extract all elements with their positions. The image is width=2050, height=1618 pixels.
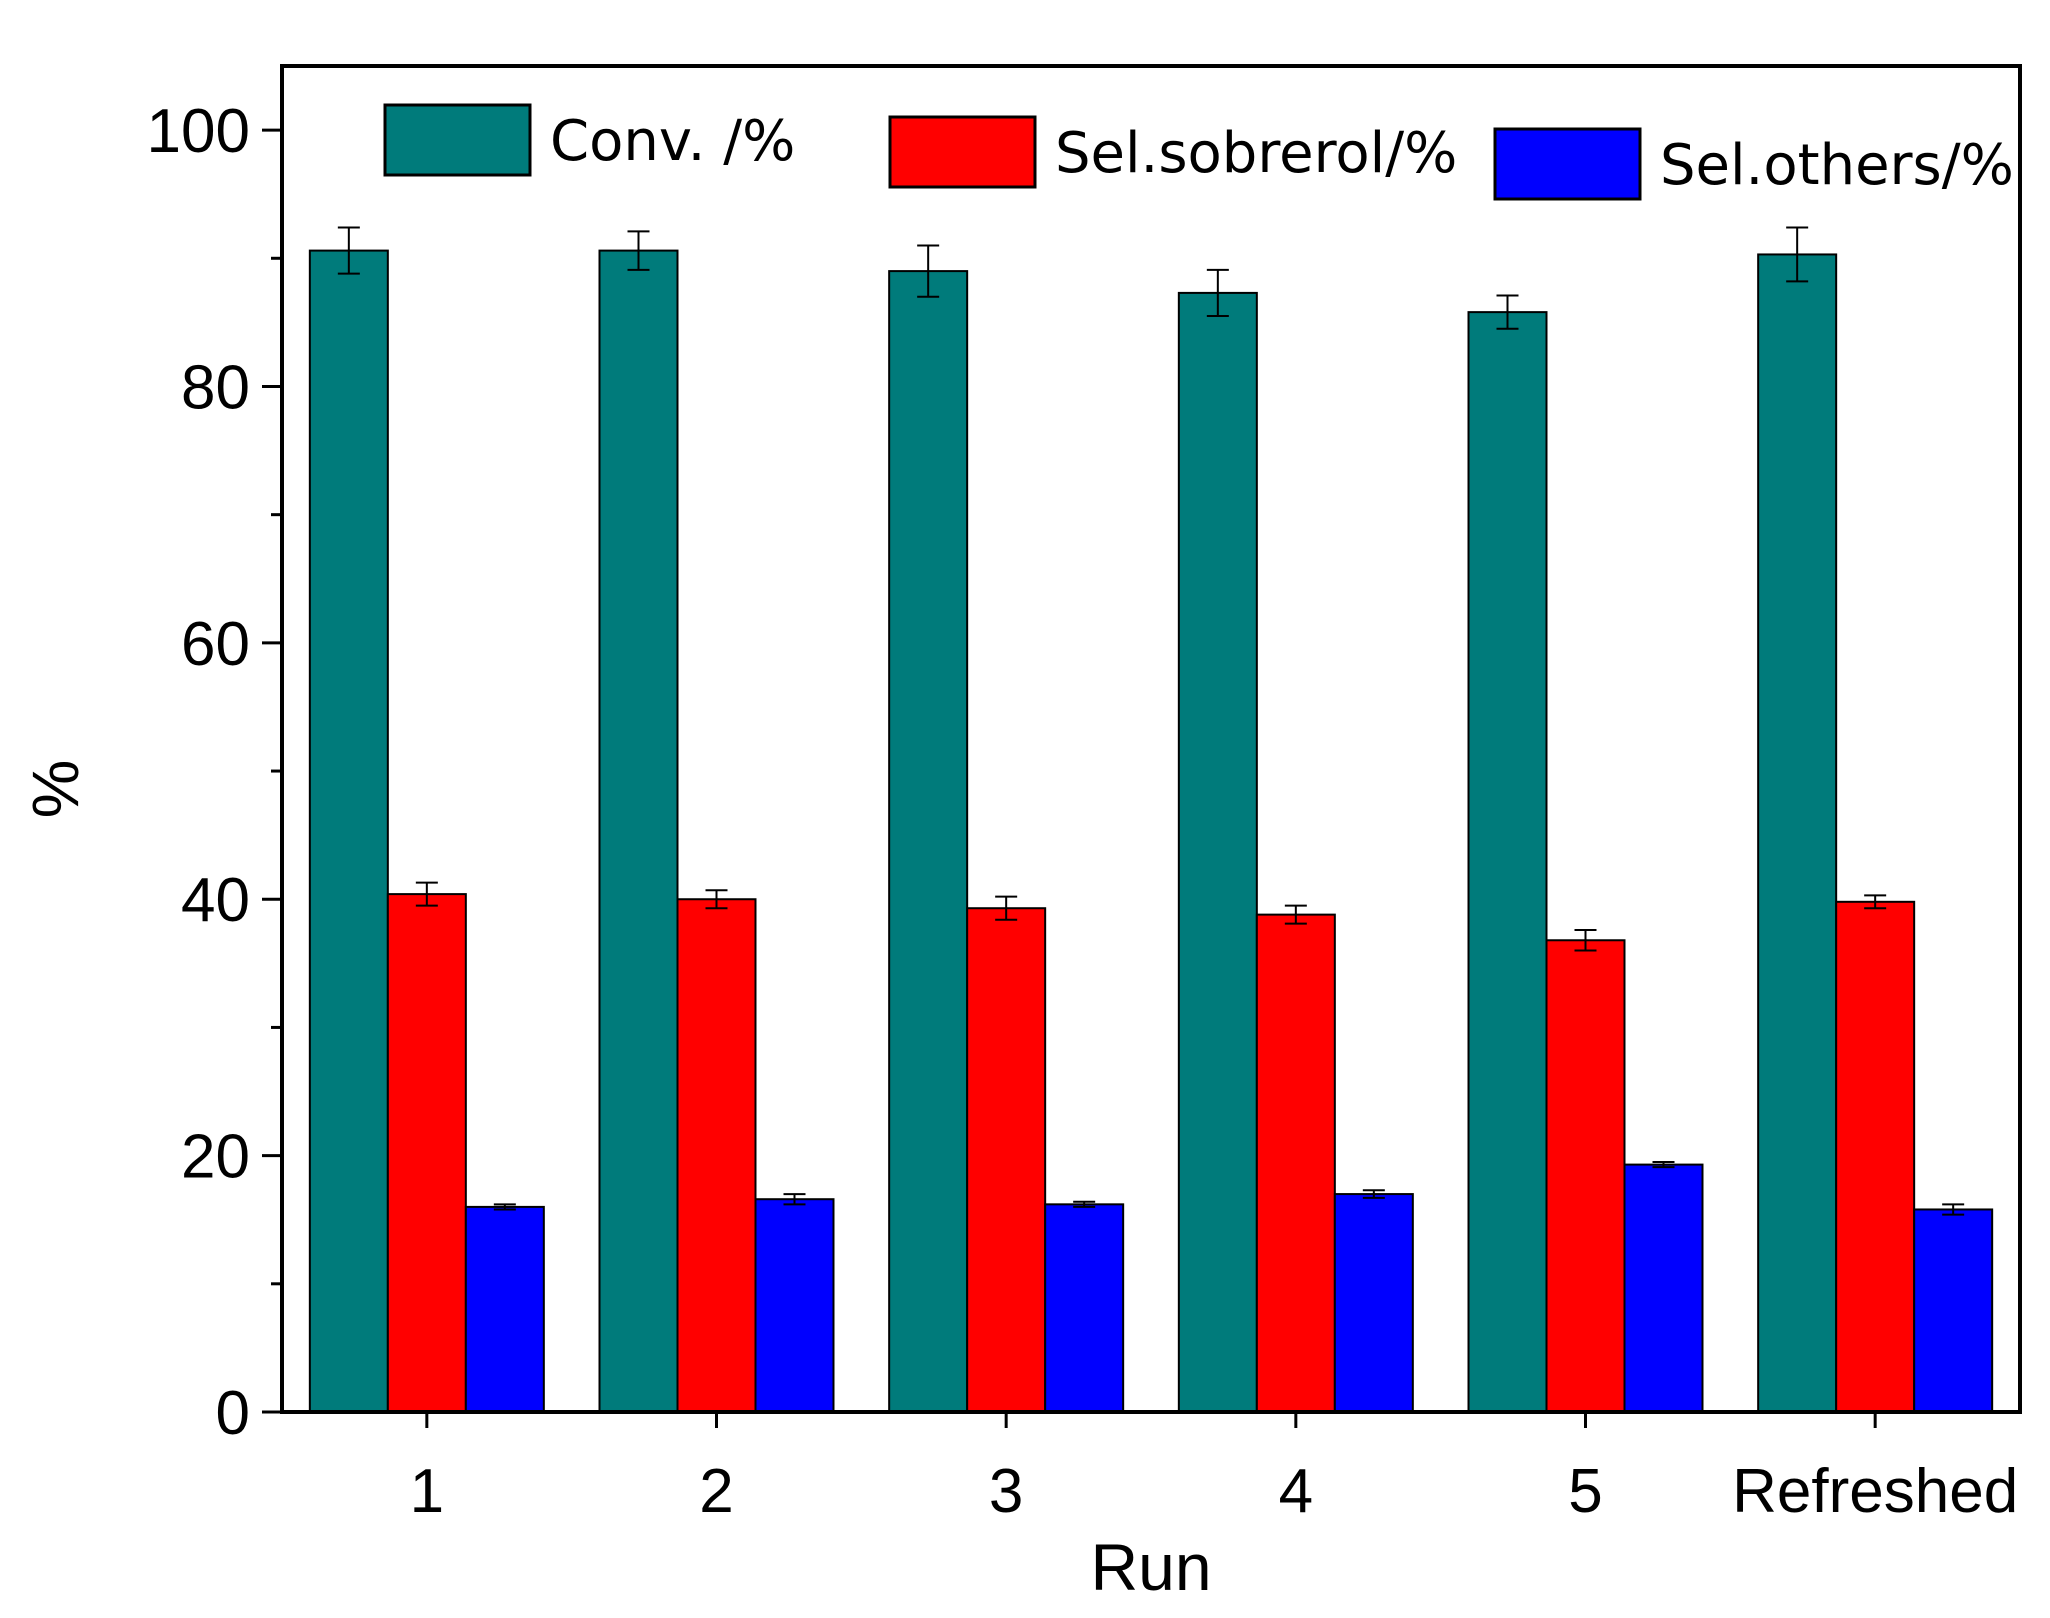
x-axis: 1 2 3 4 5 Refreshed [410,1412,2018,1526]
legend-swatch-2 [888,115,1037,189]
error-bar-3-2 [783,1193,806,1206]
error-bar-2-6 [1864,894,1887,910]
bar-2-1 [386,893,467,1413]
x-axis-title: Run [1090,1530,1211,1604]
bar-1-5 [1467,311,1548,1413]
error-bar-1-3 [917,244,940,298]
error-bar-3-5 [1652,1161,1675,1169]
error-bar-2-1 [415,881,438,907]
error-bar-2-5 [1574,929,1597,952]
bar-1-1 [308,249,389,1414]
legend-item-3: Sel.others/% [1493,127,2014,201]
bar-3-2 [754,1198,835,1414]
error-bars-layer [337,226,1965,1216]
error-bar-3-3 [1073,1200,1096,1208]
legend-swatch-3 [1493,127,1642,201]
error-bar-1-6 [1786,226,1809,283]
bars-layer [308,249,1994,1414]
bar-2-5 [1545,939,1626,1413]
y-tick-label-0: 0 [216,1379,250,1448]
bar-3-1 [464,1205,545,1414]
error-bar-2-4 [1284,904,1307,925]
x-tick-label-5: 5 [1568,1457,1602,1526]
y-axis: 0 20 40 60 80 100 [147,97,282,1448]
bar-1-2 [598,249,679,1414]
legend-label-3: Sel.others/% [1660,133,2014,198]
y-tick-label-40: 40 [181,866,250,935]
error-bar-3-1 [493,1203,516,1211]
plot-frame [280,64,2022,1414]
legend-item-2: Sel.sobrerol/% [888,115,1457,189]
bar-3-5 [1623,1163,1704,1414]
x-tick-label-3: 3 [989,1457,1023,1526]
bar-3-6 [1913,1208,1994,1414]
error-bar-3-6 [1942,1203,1965,1216]
y-tick-label-80: 80 [181,353,250,422]
error-bar-3-4 [1362,1189,1385,1199]
bar-1-3 [888,270,969,1414]
legend: Conv. /% Sel.sobrerol/% Sel.others/% [383,103,2014,201]
error-bar-2-2 [705,889,728,910]
error-bar-1-4 [1206,268,1229,317]
x-tick-label-6: Refreshed [1732,1457,2018,1526]
bar-2-3 [966,907,1047,1413]
y-tick-label-20: 20 [181,1123,250,1192]
legend-item-1: Conv. /% [383,103,795,177]
error-bar-1-5 [1496,294,1519,330]
legend-swatch-1 [383,103,532,177]
y-axis-title: % [18,760,92,819]
bar-1-4 [1177,291,1258,1414]
y-tick-label-60: 60 [181,610,250,679]
x-tick-label-4: 4 [1279,1457,1313,1526]
bar-2-6 [1835,900,1916,1413]
bar-2-4 [1255,913,1336,1414]
error-bar-1-2 [627,230,650,271]
bar-2-2 [676,898,757,1413]
bar-3-3 [1044,1203,1125,1413]
x-tick-label-2: 2 [699,1457,733,1526]
bar-1-6 [1757,253,1838,1414]
legend-label-1: Conv. /% [550,109,795,174]
bar-3-4 [1333,1193,1414,1413]
error-bar-2-3 [995,895,1018,921]
x-tick-label-1: 1 [410,1457,444,1526]
error-bar-1-1 [337,226,360,275]
legend-label-2: Sel.sobrerol/% [1055,121,1457,186]
y-tick-label-100: 100 [147,97,250,166]
